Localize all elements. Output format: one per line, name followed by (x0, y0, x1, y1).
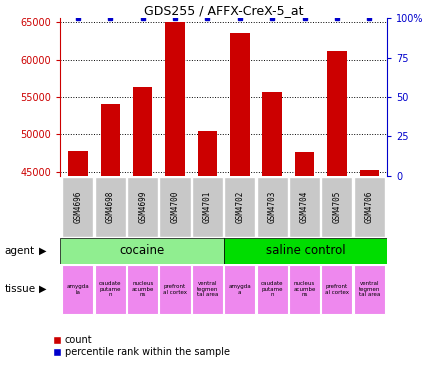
Text: caudate
putame
n: caudate putame n (261, 281, 283, 298)
FancyBboxPatch shape (354, 265, 385, 314)
Text: ventral
tegmen
tal area: ventral tegmen tal area (359, 281, 380, 298)
Text: caudate
putame
n: caudate putame n (99, 281, 121, 298)
Text: GSM4696: GSM4696 (73, 191, 82, 223)
Text: ventral
tegmen
tal area: ventral tegmen tal area (197, 281, 218, 298)
Text: saline control: saline control (266, 244, 345, 257)
FancyBboxPatch shape (224, 238, 387, 264)
Text: tissue: tissue (4, 284, 36, 294)
Text: nucleus
acumbe
ns: nucleus acumbe ns (293, 281, 316, 298)
Text: GSM4703: GSM4703 (268, 191, 277, 223)
FancyBboxPatch shape (159, 265, 190, 314)
FancyBboxPatch shape (321, 177, 352, 237)
Bar (133, 87, 152, 176)
FancyBboxPatch shape (257, 177, 288, 237)
FancyBboxPatch shape (289, 265, 320, 314)
FancyBboxPatch shape (192, 265, 223, 314)
FancyBboxPatch shape (95, 265, 126, 314)
Bar (166, 22, 185, 176)
Text: nucleus
acumbe
ns: nucleus acumbe ns (131, 281, 154, 298)
FancyBboxPatch shape (159, 177, 190, 237)
Text: GSM4702: GSM4702 (235, 191, 244, 223)
Text: ▶: ▶ (40, 284, 47, 294)
Bar (327, 51, 347, 176)
Text: GSM4706: GSM4706 (365, 191, 374, 223)
FancyBboxPatch shape (224, 177, 255, 237)
FancyBboxPatch shape (127, 265, 158, 314)
Text: amygda
la: amygda la (66, 284, 89, 295)
Bar (295, 153, 314, 176)
Title: GDS255 / AFFX-CreX-5_at: GDS255 / AFFX-CreX-5_at (144, 4, 303, 17)
FancyBboxPatch shape (289, 177, 320, 237)
FancyBboxPatch shape (321, 265, 352, 314)
Bar (263, 92, 282, 176)
Text: ▶: ▶ (40, 246, 47, 256)
Text: GSM4699: GSM4699 (138, 191, 147, 223)
Bar (230, 33, 250, 176)
FancyBboxPatch shape (224, 265, 255, 314)
FancyBboxPatch shape (62, 177, 93, 237)
Bar (101, 104, 120, 176)
FancyBboxPatch shape (62, 265, 93, 314)
Text: amygda
a: amygda a (228, 284, 251, 295)
FancyBboxPatch shape (354, 177, 385, 237)
Bar (68, 151, 88, 176)
Text: GSM4698: GSM4698 (106, 191, 115, 223)
Bar (198, 131, 217, 176)
FancyBboxPatch shape (127, 177, 158, 237)
Text: GSM4700: GSM4700 (170, 191, 179, 223)
Legend: count, percentile rank within the sample: count, percentile rank within the sample (49, 332, 234, 361)
FancyBboxPatch shape (95, 177, 126, 237)
Text: prefront
al cortex: prefront al cortex (325, 284, 349, 295)
Text: prefront
al cortex: prefront al cortex (163, 284, 187, 295)
FancyBboxPatch shape (192, 177, 223, 237)
Text: GSM4704: GSM4704 (300, 191, 309, 223)
FancyBboxPatch shape (257, 265, 288, 314)
Text: agent: agent (4, 246, 35, 256)
Text: GSM4701: GSM4701 (203, 191, 212, 223)
Bar (360, 171, 379, 176)
FancyBboxPatch shape (60, 238, 224, 264)
Text: cocaine: cocaine (119, 244, 165, 257)
Text: GSM4705: GSM4705 (332, 191, 341, 223)
